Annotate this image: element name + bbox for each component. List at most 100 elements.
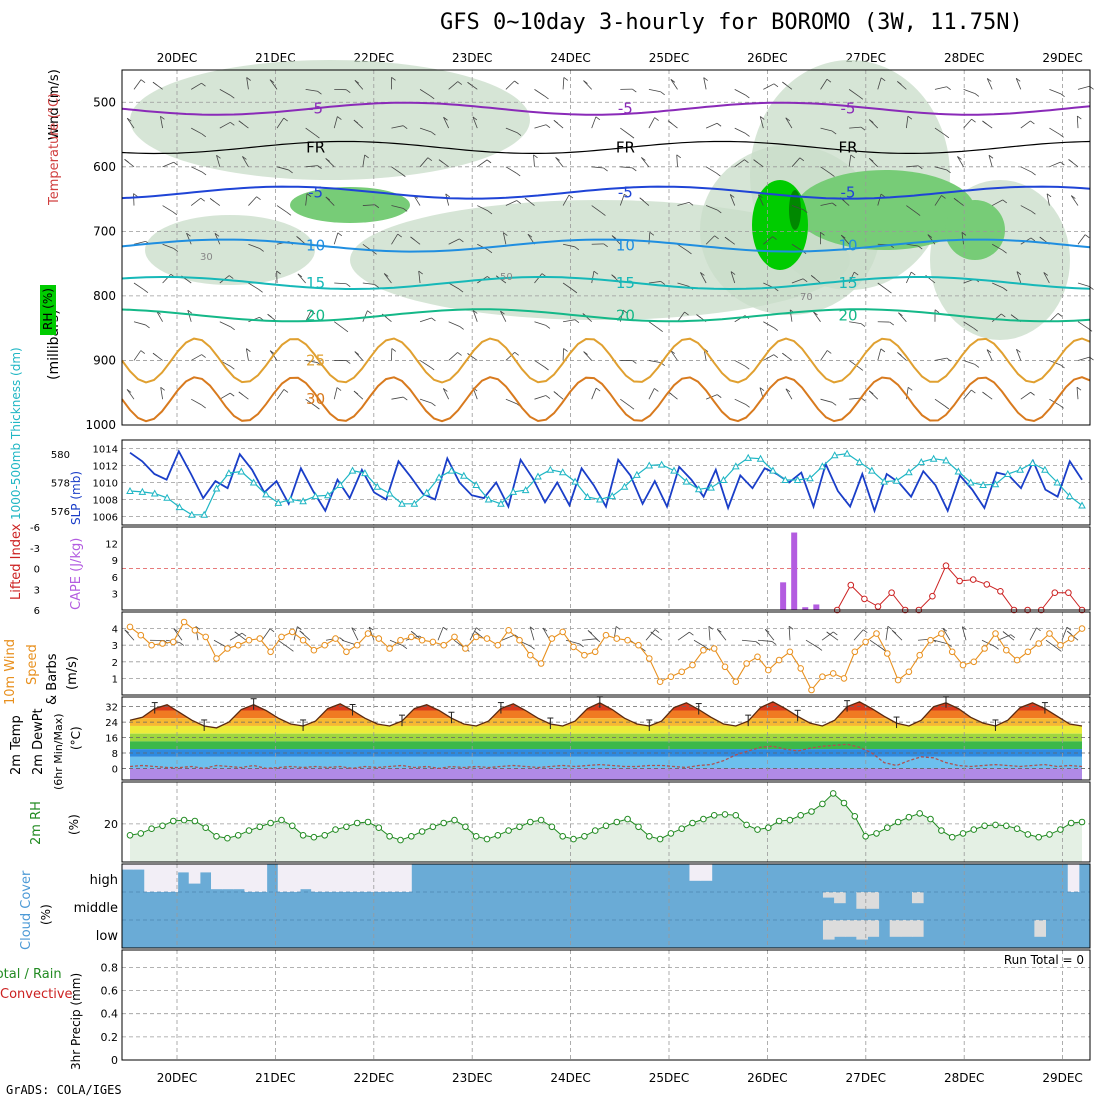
wind-barb [354, 80, 364, 90]
wind-barb [459, 326, 464, 330]
wind-barb [848, 89, 860, 97]
isotherm-line [121, 238, 1091, 253]
lifted-index-tick-label: 6 [34, 606, 40, 617]
surface-wind-barb [708, 625, 714, 630]
wind-barb [362, 204, 375, 206]
surface-wind-barb [530, 645, 535, 650]
wind-barb [1031, 171, 1036, 176]
wind-barb [140, 350, 146, 354]
wind-barb [716, 122, 722, 127]
wind-speed-marker [559, 628, 567, 636]
wind-barb [345, 89, 351, 94]
wind-barb [269, 79, 278, 90]
wind-barb [534, 273, 543, 284]
wind-barb [841, 234, 846, 239]
slp-marker [410, 499, 419, 507]
wind-barb [654, 117, 659, 121]
wind-axis-label: Wind (m/s) [47, 69, 62, 140]
wind-barb [1001, 313, 1006, 318]
wind-barb [898, 312, 903, 317]
bottom-date-label: 25DEC [649, 1071, 689, 1085]
cape-tick-label: 9 [112, 556, 118, 567]
thickness-tick-label: 578 [51, 479, 70, 490]
wind-barb [677, 282, 690, 287]
surface-wind-barb [501, 634, 516, 641]
surface-wind-barb [755, 641, 761, 645]
lifted-index-marker [1051, 589, 1059, 597]
wind-barb [1020, 391, 1031, 400]
wind-barb [745, 365, 750, 370]
wind-barb [934, 127, 946, 136]
wind-barb [296, 236, 301, 240]
wind-barb [745, 404, 750, 408]
wind-barb [374, 204, 380, 209]
rh-marker [224, 834, 231, 842]
isotherm-line [121, 101, 1091, 116]
wind-barb [133, 282, 145, 291]
lifted-index-marker [969, 576, 977, 583]
lifted-index-tick-label: 3 [34, 585, 40, 596]
wind-barb [703, 77, 707, 90]
wind-barb [505, 352, 515, 361]
wind-barb [1030, 120, 1035, 125]
wind-barb [1015, 78, 1022, 90]
wind-barb [245, 348, 249, 361]
rh-marker [256, 823, 264, 831]
wind-barb [1060, 364, 1065, 369]
temp-tick-label: 32 [105, 703, 118, 714]
wind-barb [906, 243, 919, 247]
wind-barb [1070, 195, 1079, 206]
surface-wind-barb [529, 626, 535, 631]
rh-marker [408, 833, 415, 840]
temp-tick-label: 24 [105, 718, 118, 729]
cloud-gap-high [333, 864, 346, 892]
rh-marker [689, 819, 696, 827]
surface-wind-barb [351, 627, 356, 632]
wind-barb [187, 309, 193, 314]
surface-wind-barb [705, 647, 711, 651]
wind-barb [991, 313, 1002, 323]
wind-barb [317, 90, 322, 95]
wind-barb [269, 350, 275, 354]
wind-barb [160, 115, 165, 120]
slp-marker [509, 487, 518, 495]
wind-barb [248, 243, 260, 249]
wind-barb [228, 275, 234, 279]
cloud-gap-high [255, 864, 268, 892]
surface-wind-barb [741, 639, 756, 643]
wind-barb [126, 117, 132, 122]
wind-barb [419, 317, 432, 323]
cloud-gap-high [300, 864, 312, 890]
wind-barb [734, 127, 746, 134]
wind-barb [1084, 234, 1090, 238]
wind-barb [1016, 271, 1022, 275]
wind-speed-marker [310, 646, 318, 654]
surface-wind-barb [853, 629, 864, 641]
cape-bar [780, 582, 787, 610]
wind-barb [832, 202, 837, 207]
rh-marker [732, 812, 740, 819]
surface-wind-barb [677, 631, 690, 641]
wind-barb [1016, 348, 1021, 353]
slp-marker [966, 478, 975, 486]
isotherm-label: 20 [616, 306, 635, 324]
wind-barb [1059, 134, 1064, 138]
wind-barb [533, 154, 538, 159]
slp-marker [1053, 478, 1062, 486]
surface-wind-barb [529, 626, 535, 641]
cloud-gap-high [344, 864, 357, 892]
rh-marker [375, 824, 383, 832]
surface-wind-barb [402, 645, 408, 650]
temp-fill-group [130, 701, 1082, 780]
surface-wind-barb [654, 629, 660, 633]
slp-marker [880, 477, 889, 485]
wind-tick-label: 3 [112, 641, 118, 652]
surface-wind-barb [994, 646, 999, 650]
slp-marker [187, 510, 196, 518]
wind-barb [187, 310, 192, 322]
isotherm-label: FR [616, 138, 635, 156]
wind-barb [763, 83, 775, 90]
rh-marker [310, 833, 318, 841]
wind-barb [1077, 282, 1090, 287]
wind-barb [191, 127, 202, 135]
